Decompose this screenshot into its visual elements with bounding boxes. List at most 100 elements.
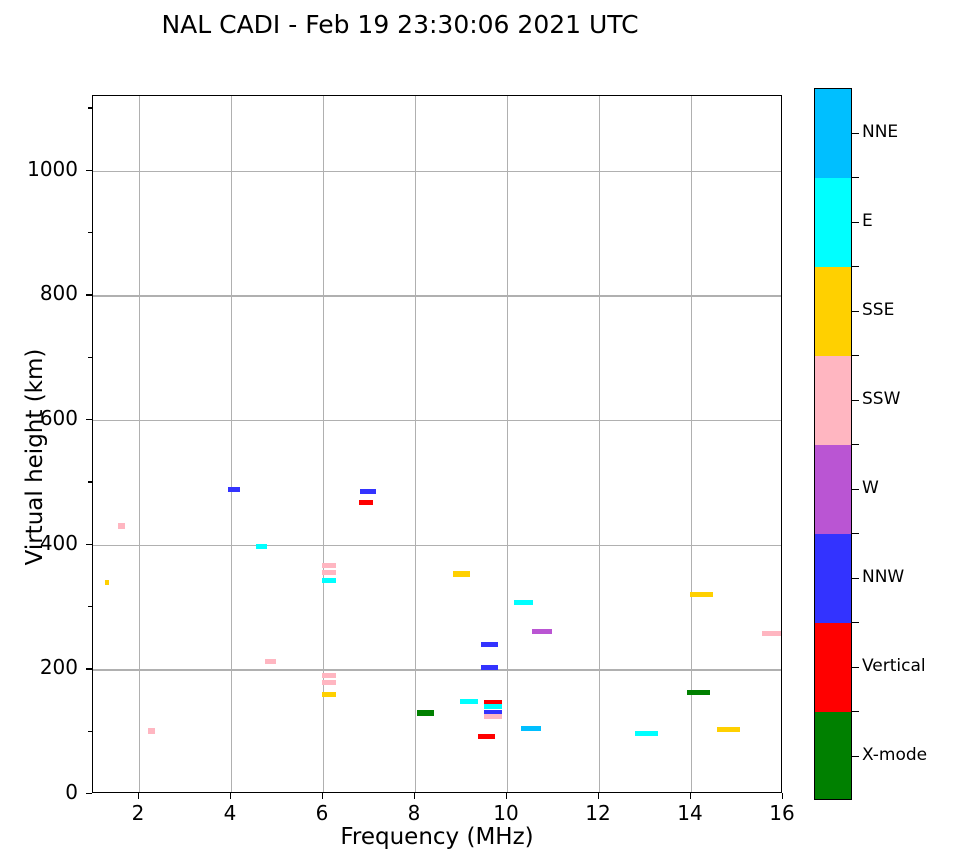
y-axis-minor-tick	[88, 232, 92, 234]
x-axis-tick	[506, 793, 508, 799]
colorbar-tick	[852, 310, 859, 312]
x-axis-tick-label: 16	[769, 801, 795, 825]
x-axis-tick	[230, 793, 232, 799]
y-axis-tick	[86, 169, 92, 172]
colorbar-boundary-tick	[852, 266, 859, 268]
x-axis-tick-label: 6	[315, 801, 329, 825]
y-axis-tick-label: 200	[39, 655, 78, 680]
colorbar-label-vertical: Vertical	[862, 655, 926, 676]
y-axis-label: Virtual height (km)	[22, 348, 48, 566]
x-axis-tick-label: 4	[223, 801, 237, 825]
y-axis-tick	[86, 419, 92, 421]
gridline-vertical	[139, 96, 141, 792]
y-axis-tick-label: 0	[65, 780, 78, 804]
data-mark	[762, 630, 781, 636]
data-mark	[255, 543, 268, 550]
data-mark	[690, 591, 714, 598]
x-axis-tick	[322, 793, 324, 799]
y-axis-tick	[86, 294, 92, 296]
gridline-vertical	[323, 96, 325, 792]
data-mark	[416, 710, 435, 716]
gridline-horizontal	[93, 295, 781, 297]
data-mark	[228, 486, 240, 492]
data-mark	[264, 658, 277, 664]
x-axis-tick	[782, 793, 784, 799]
x-axis-tick-label: 10	[493, 801, 519, 825]
colorbar-tick	[852, 755, 859, 757]
colorbar-boundary-tick	[852, 177, 859, 179]
colorbar-boundary-tick	[852, 444, 859, 446]
data-mark	[484, 699, 502, 705]
colorbar-tick	[852, 666, 859, 668]
data-mark	[147, 728, 156, 734]
colorbar-label-nne: NNE	[862, 121, 899, 142]
data-mark	[358, 499, 373, 505]
x-axis-tick	[414, 793, 416, 799]
colorbar-boundary-tick	[852, 711, 859, 713]
y-axis-minor-tick	[88, 107, 92, 109]
colorbar-tick	[852, 132, 859, 134]
colorbar-segment-nne	[815, 89, 851, 178]
data-mark	[460, 699, 478, 705]
gridline-vertical	[231, 96, 233, 792]
colorbar-boundary-tick	[852, 533, 859, 535]
data-mark	[484, 703, 502, 709]
data-mark	[322, 691, 336, 697]
x-axis-tick-label: 8	[407, 801, 421, 825]
data-mark	[532, 628, 552, 634]
x-axis-tick	[598, 793, 600, 799]
data-mark	[322, 578, 336, 584]
colorbar-label-nnw: NNW	[862, 566, 905, 587]
colorbar-segment-nnw	[815, 534, 851, 623]
data-mark	[520, 725, 542, 732]
gridline-horizontal	[93, 669, 781, 671]
x-axis-label: Frequency (MHz)	[340, 824, 534, 850]
data-mark	[322, 570, 336, 576]
y-axis-minor-tick	[88, 606, 92, 608]
plot-area	[92, 95, 782, 793]
colorbar-segment-vertical	[815, 623, 851, 712]
y-axis-tick	[86, 543, 92, 546]
data-mark	[717, 727, 741, 733]
colorbar-tick	[852, 399, 859, 401]
data-mark	[104, 579, 109, 585]
x-axis-tick	[138, 793, 140, 799]
data-mark	[686, 689, 710, 695]
colorbar	[814, 88, 852, 800]
gridline-vertical	[599, 96, 601, 792]
colorbar-segment-sse	[815, 267, 851, 356]
data-mark	[322, 679, 336, 686]
colorbar-label-sse: SSE	[862, 299, 895, 320]
x-axis-tick-label: 2	[131, 801, 145, 825]
colorbar-tick	[852, 221, 859, 223]
data-mark	[513, 600, 534, 606]
x-axis-tick	[690, 793, 692, 799]
x-axis-tick-label: 12	[585, 801, 611, 825]
gridline-vertical	[415, 96, 417, 792]
y-axis-minor-tick	[88, 730, 92, 733]
x-axis-tick-label: 14	[677, 801, 703, 825]
colorbar-segment-e	[815, 178, 851, 267]
colorbar-tick	[852, 488, 859, 490]
data-mark	[480, 664, 499, 671]
colorbar-segment-x-mode	[815, 712, 851, 799]
data-mark	[484, 714, 502, 720]
colorbar-boundary-tick	[852, 622, 859, 624]
colorbar-label-w: W	[862, 477, 879, 498]
gridline-vertical	[507, 96, 509, 792]
data-mark	[360, 488, 376, 494]
y-axis-tick-label: 600	[39, 406, 78, 431]
data-mark	[477, 734, 496, 740]
y-axis-tick-label: 400	[39, 530, 78, 555]
y-axis-tick	[86, 668, 92, 670]
data-mark	[322, 563, 336, 569]
y-axis-tick-label: 800	[39, 281, 78, 306]
gridline-horizontal	[93, 170, 781, 173]
page-title: NAL CADI - Feb 19 23:30:06 2021 UTC	[161, 10, 639, 39]
data-mark	[634, 730, 658, 737]
data-mark	[117, 523, 126, 529]
data-mark	[322, 672, 336, 679]
gridline-vertical	[691, 96, 693, 792]
y-axis-tick-label: 1000	[27, 156, 78, 181]
